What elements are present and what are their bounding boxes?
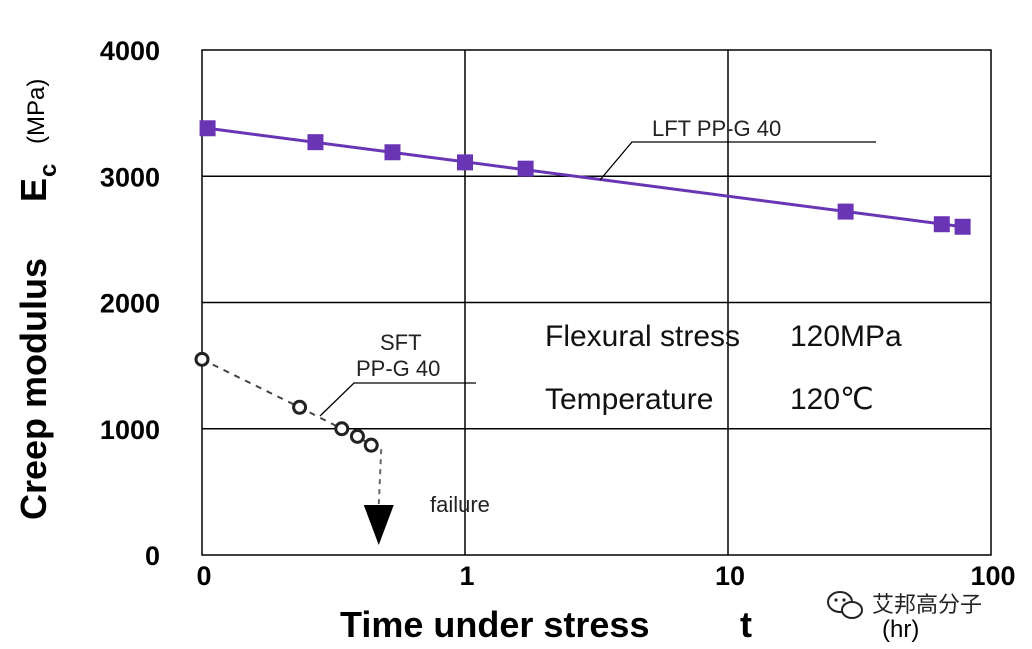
lft-data-point	[384, 144, 401, 161]
x-tick-label: 100	[970, 561, 1015, 591]
stress-label: Flexural stress	[545, 320, 740, 353]
y-tick-label: 3000	[100, 162, 160, 192]
y-axis-title-group: Creep modulus E c (MPa)	[13, 79, 62, 520]
sft-series-label-line1: SFT	[380, 330, 422, 355]
sft-data-point	[292, 399, 308, 415]
sft-label-group: SFT PP-G 40	[319, 330, 476, 417]
temp-label: Temperature	[545, 383, 713, 416]
grid-lines	[202, 50, 991, 555]
y-axis-title: Creep modulus	[13, 258, 54, 520]
watermark: 艾邦高分子	[827, 591, 982, 619]
lft-data-point	[933, 216, 950, 233]
sft-series-label-line2: PP-G 40	[356, 356, 440, 381]
sft-data-point	[363, 437, 379, 453]
lft-series-line	[207, 126, 963, 229]
sft-leader-line	[319, 382, 476, 417]
lft-data-point	[457, 154, 473, 171]
y-tick-label: 4000	[100, 36, 160, 66]
sft-data-point	[334, 421, 350, 437]
y-tick-label: 1000	[100, 415, 160, 445]
x-axis-symbol: t	[740, 604, 752, 645]
failure-label: failure	[430, 492, 490, 517]
failure-arrow-icon	[363, 505, 394, 545]
y-axis-unit: (MPa)	[23, 79, 50, 144]
x-tick-label: 10	[715, 561, 745, 591]
wechat-icon	[827, 591, 863, 619]
lft-data-point	[517, 160, 534, 177]
y-axis-subscript: c	[35, 164, 62, 177]
lft-series-label: LFT PP-G 40	[652, 116, 781, 141]
sft-data-point	[349, 428, 365, 444]
lft-data-point	[837, 203, 854, 220]
x-tick-labels: 0 1 10 100	[196, 561, 1015, 591]
series-sft	[194, 351, 379, 453]
sft-data-point	[194, 351, 210, 367]
y-tick-label: 2000	[100, 289, 160, 319]
lft-data-point	[199, 120, 216, 137]
stress-value: 120MPa	[790, 320, 902, 353]
x-tick-label: 1	[459, 561, 474, 591]
x-axis-title: Time under stress	[340, 604, 649, 645]
watermark-text: 艾邦高分子	[872, 593, 982, 618]
lft-data-point	[954, 218, 971, 235]
temp-value: 120℃	[790, 383, 874, 416]
lft-label-group: LFT PP-G 40	[599, 116, 876, 181]
failure-indicator: failure	[363, 449, 490, 545]
y-tick-labels: 0 1000 2000 3000 4000	[100, 36, 160, 571]
y-tick-label: 0	[145, 541, 160, 571]
lft-leader-line	[599, 141, 876, 181]
x-axis-unit: (hr)	[882, 616, 919, 643]
lft-data-point	[307, 134, 324, 151]
y-axis-symbol: E	[13, 178, 54, 202]
x-tick-label: 0	[196, 561, 211, 591]
series-lft	[199, 120, 971, 235]
